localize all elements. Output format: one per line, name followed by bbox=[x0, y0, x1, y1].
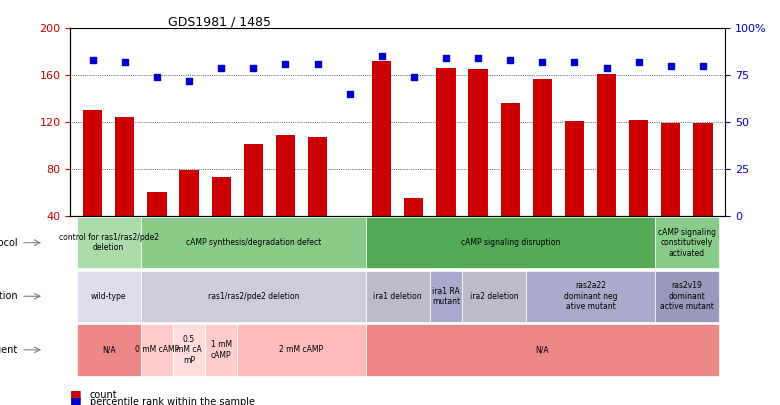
FancyBboxPatch shape bbox=[76, 271, 141, 322]
Bar bbox=[340, 216, 360, 224]
Text: agent: agent bbox=[0, 345, 18, 355]
Point bbox=[408, 74, 420, 80]
Text: control for ras1/ras2/pde2
deletion: control for ras1/ras2/pde2 deletion bbox=[58, 233, 159, 252]
Text: protocol: protocol bbox=[0, 238, 18, 248]
Text: N/A: N/A bbox=[102, 345, 115, 354]
FancyBboxPatch shape bbox=[141, 217, 366, 269]
Text: ■: ■ bbox=[70, 388, 82, 401]
Point bbox=[183, 78, 195, 84]
Point bbox=[440, 55, 452, 62]
Point bbox=[375, 53, 388, 60]
Text: 0.5
mM cA
mP: 0.5 mM cA mP bbox=[176, 335, 202, 365]
FancyBboxPatch shape bbox=[526, 271, 654, 322]
Text: wild-type: wild-type bbox=[91, 292, 126, 301]
Point bbox=[151, 74, 163, 80]
Text: cAMP signaling disruption: cAMP signaling disruption bbox=[460, 238, 560, 247]
Text: N/A: N/A bbox=[536, 345, 549, 354]
Point bbox=[247, 64, 260, 71]
Text: 1 mM
cAMP: 1 mM cAMP bbox=[211, 340, 232, 360]
Point bbox=[279, 61, 292, 67]
Text: 0 mM cAMP: 0 mM cAMP bbox=[135, 345, 179, 354]
FancyBboxPatch shape bbox=[366, 271, 430, 322]
Point bbox=[119, 59, 131, 65]
Bar bbox=[211, 177, 231, 216]
Text: ira1 RA
mutant: ira1 RA mutant bbox=[432, 287, 460, 306]
FancyBboxPatch shape bbox=[654, 217, 719, 269]
Point bbox=[343, 91, 356, 97]
Bar bbox=[243, 145, 263, 216]
Text: 2 mM cAMP: 2 mM cAMP bbox=[279, 345, 324, 354]
Point bbox=[87, 57, 99, 64]
Point bbox=[215, 64, 228, 71]
Bar bbox=[404, 198, 424, 216]
Text: genotype/variation: genotype/variation bbox=[0, 291, 18, 301]
Bar bbox=[147, 192, 167, 216]
Point bbox=[536, 59, 548, 65]
FancyBboxPatch shape bbox=[76, 324, 141, 375]
Bar bbox=[308, 137, 327, 216]
Text: percentile rank within the sample: percentile rank within the sample bbox=[90, 397, 255, 405]
FancyBboxPatch shape bbox=[366, 217, 654, 269]
Text: ras1/ras2/pde2 deletion: ras1/ras2/pde2 deletion bbox=[207, 292, 299, 301]
Text: ira2 deletion: ira2 deletion bbox=[470, 292, 519, 301]
FancyBboxPatch shape bbox=[141, 324, 173, 375]
FancyBboxPatch shape bbox=[237, 324, 366, 375]
FancyBboxPatch shape bbox=[173, 324, 205, 375]
FancyBboxPatch shape bbox=[654, 271, 719, 322]
Text: ■: ■ bbox=[70, 395, 82, 405]
Point bbox=[633, 59, 645, 65]
Point bbox=[568, 59, 580, 65]
FancyBboxPatch shape bbox=[430, 271, 462, 322]
Bar bbox=[629, 120, 648, 216]
Text: ras2v19
dominant
active mutant: ras2v19 dominant active mutant bbox=[660, 281, 714, 311]
Text: cAMP synthesis/degradation defect: cAMP synthesis/degradation defect bbox=[186, 238, 321, 247]
Bar bbox=[179, 170, 199, 216]
Bar bbox=[501, 103, 519, 216]
Text: GDS1981 / 1485: GDS1981 / 1485 bbox=[168, 15, 271, 28]
Bar bbox=[436, 68, 456, 216]
Bar bbox=[661, 123, 680, 216]
Text: ras2a22
dominant neg
ative mutant: ras2a22 dominant neg ative mutant bbox=[564, 281, 617, 311]
Bar bbox=[693, 123, 713, 216]
Point bbox=[472, 55, 484, 62]
Text: count: count bbox=[90, 390, 117, 400]
Point bbox=[601, 64, 613, 71]
Text: ira1 deletion: ira1 deletion bbox=[374, 292, 422, 301]
Bar bbox=[372, 61, 392, 216]
Point bbox=[311, 61, 324, 67]
Point bbox=[697, 63, 709, 69]
FancyBboxPatch shape bbox=[76, 217, 141, 269]
Bar bbox=[115, 117, 134, 216]
Bar bbox=[533, 79, 552, 216]
FancyBboxPatch shape bbox=[141, 271, 366, 322]
Bar bbox=[565, 121, 584, 216]
Bar bbox=[83, 111, 102, 216]
Point bbox=[504, 57, 516, 64]
FancyBboxPatch shape bbox=[366, 324, 719, 375]
Bar bbox=[597, 74, 616, 216]
FancyBboxPatch shape bbox=[462, 271, 526, 322]
Bar bbox=[276, 135, 295, 216]
Point bbox=[665, 63, 677, 69]
Text: cAMP signaling
constitutively
activated: cAMP signaling constitutively activated bbox=[658, 228, 716, 258]
Bar bbox=[469, 69, 488, 216]
FancyBboxPatch shape bbox=[205, 324, 237, 375]
